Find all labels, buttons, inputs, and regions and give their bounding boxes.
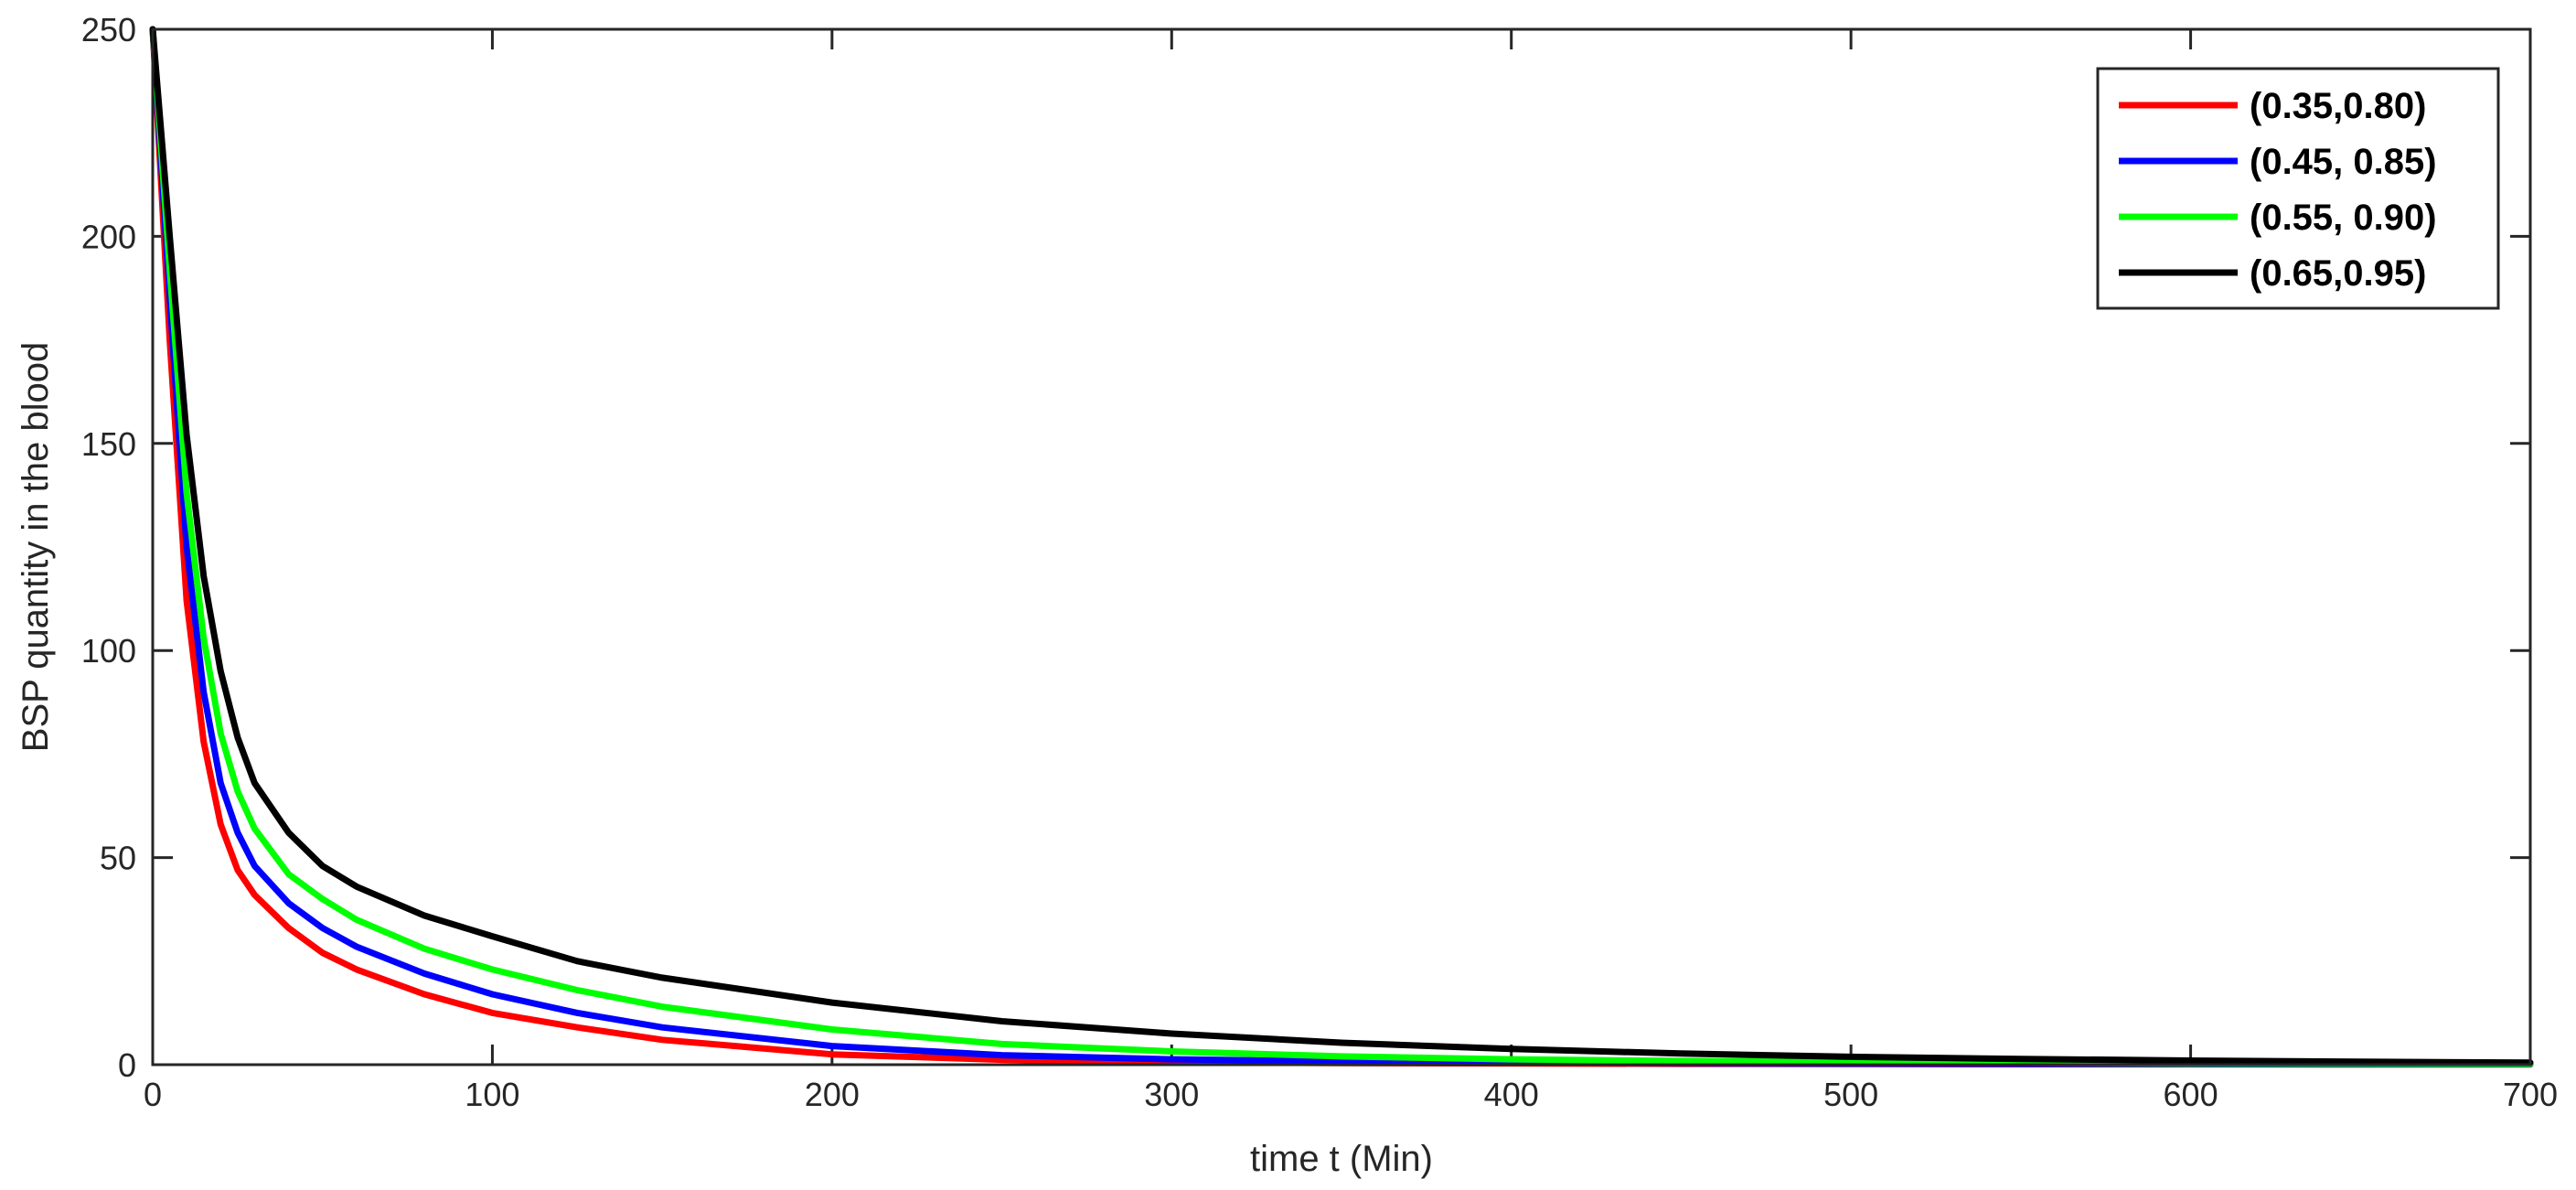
x-tick-label: 200 [805, 1076, 860, 1113]
x-axis-label: time t (Min) [1250, 1139, 1433, 1179]
y-tick-label: 100 [81, 632, 136, 670]
x-tick-label: 700 [2503, 1076, 2558, 1113]
x-tick-label: 0 [144, 1076, 162, 1113]
y-axis-ticks: 0 50 100 150 200 250 [81, 11, 2530, 1084]
y-tick-label: 250 [81, 11, 136, 48]
x-tick-label: 500 [1823, 1076, 1878, 1113]
y-tick-label: 50 [100, 840, 136, 877]
y-tick-label: 0 [118, 1046, 136, 1084]
y-tick-label: 150 [81, 425, 136, 463]
legend-label: (0.55, 0.90) [2250, 198, 2437, 238]
plot-frame [151, 27, 2532, 1067]
x-tick-label: 100 [465, 1076, 519, 1113]
x-tick-label: 400 [1484, 1076, 1539, 1113]
legend-box [2096, 67, 2500, 310]
y-tick-label: 200 [81, 218, 136, 255]
y-axis-label: BSP quantity in the blood [16, 342, 56, 752]
series-line-4 [149, 26, 2534, 1067]
legend-label: (0.65,0.95) [2250, 253, 2426, 294]
legend-label: (0.35,0.80) [2250, 86, 2426, 126]
x-tick-label: 600 [2164, 1076, 2218, 1113]
series-line-3 [149, 26, 2534, 1067]
legend-label: (0.45, 0.85) [2250, 142, 2437, 182]
legend: (0.35,0.80) (0.45, 0.85) (0.55, 0.90) (0.65… [2096, 67, 2500, 310]
x-tick-label: 300 [1144, 1076, 1199, 1113]
